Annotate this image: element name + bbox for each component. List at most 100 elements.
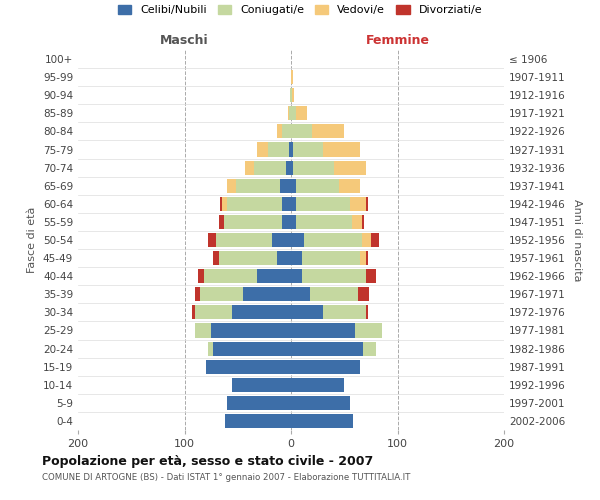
Bar [277,124,283,138]
Bar [257,269,291,283]
Bar [288,106,289,120]
Bar [323,306,365,320]
Bar [292,88,294,102]
Bar [286,160,291,174]
Bar [268,142,289,156]
Bar [371,233,379,247]
Bar [283,197,291,211]
Bar [220,197,222,211]
Bar [291,378,344,392]
Bar [291,215,296,229]
Bar [365,269,376,283]
Bar [192,306,195,320]
Bar [355,324,382,338]
Text: Femmine: Femmine [365,34,430,48]
Bar [227,178,236,193]
Bar [291,414,353,428]
Bar [236,178,280,193]
Bar [291,287,310,302]
Bar [257,142,268,156]
Bar [291,396,350,410]
Bar [225,414,291,428]
Bar [291,178,296,193]
Bar [218,215,224,229]
Bar [362,233,371,247]
Bar [200,287,243,302]
Bar [222,197,227,211]
Bar [293,142,323,156]
Bar [272,233,291,247]
Y-axis label: Anni di nascita: Anni di nascita [572,198,582,281]
Bar [365,251,368,265]
Bar [291,70,293,84]
Bar [243,287,291,302]
Bar [291,251,302,265]
Bar [350,197,365,211]
Bar [291,306,323,320]
Bar [224,215,283,229]
Bar [195,287,200,302]
Bar [296,215,352,229]
Bar [254,160,286,174]
Y-axis label: Fasce di età: Fasce di età [28,207,37,273]
Bar [304,233,362,247]
Bar [296,178,339,193]
Bar [232,306,291,320]
Bar [291,269,302,283]
Bar [339,178,360,193]
Bar [360,251,365,265]
Bar [302,269,365,283]
Bar [199,269,203,283]
Bar [213,342,291,355]
Bar [283,124,291,138]
Bar [203,269,257,283]
Bar [291,360,360,374]
Bar [218,251,277,265]
Bar [291,197,296,211]
Bar [227,197,283,211]
Bar [296,106,307,120]
Bar [296,197,350,211]
Bar [291,324,355,338]
Legend: Celibi/Nubili, Coniugati/e, Vedovi/e, Divorziati/e: Celibi/Nubili, Coniugati/e, Vedovi/e, Di… [113,0,487,20]
Bar [291,124,313,138]
Bar [352,215,362,229]
Bar [323,142,360,156]
Bar [277,251,291,265]
Text: Maschi: Maschi [160,34,209,48]
Bar [227,396,291,410]
Bar [365,197,368,211]
Bar [280,178,291,193]
Bar [289,106,291,120]
Bar [208,233,217,247]
Bar [310,287,358,302]
Text: COMUNE DI ARTOGNE (BS) - Dati ISTAT 1° gennaio 2007 - Elaborazione TUTTITALIA.IT: COMUNE DI ARTOGNE (BS) - Dati ISTAT 1° g… [42,472,410,482]
Bar [195,306,232,320]
Bar [364,342,376,355]
Bar [291,88,292,102]
Bar [334,160,365,174]
Bar [365,306,368,320]
Bar [195,324,211,338]
Bar [232,378,291,392]
Bar [291,106,296,120]
Bar [211,324,291,338]
Bar [245,160,254,174]
Bar [291,342,364,355]
Text: Popolazione per età, sesso e stato civile - 2007: Popolazione per età, sesso e stato civil… [42,455,373,468]
Bar [291,233,304,247]
Bar [302,251,360,265]
Bar [291,160,293,174]
Bar [213,251,218,265]
Bar [206,360,291,374]
Bar [291,142,293,156]
Bar [290,88,291,102]
Bar [208,342,213,355]
Bar [217,233,272,247]
Bar [289,142,291,156]
Bar [313,124,344,138]
Bar [358,287,369,302]
Bar [283,215,291,229]
Bar [362,215,364,229]
Bar [293,160,334,174]
